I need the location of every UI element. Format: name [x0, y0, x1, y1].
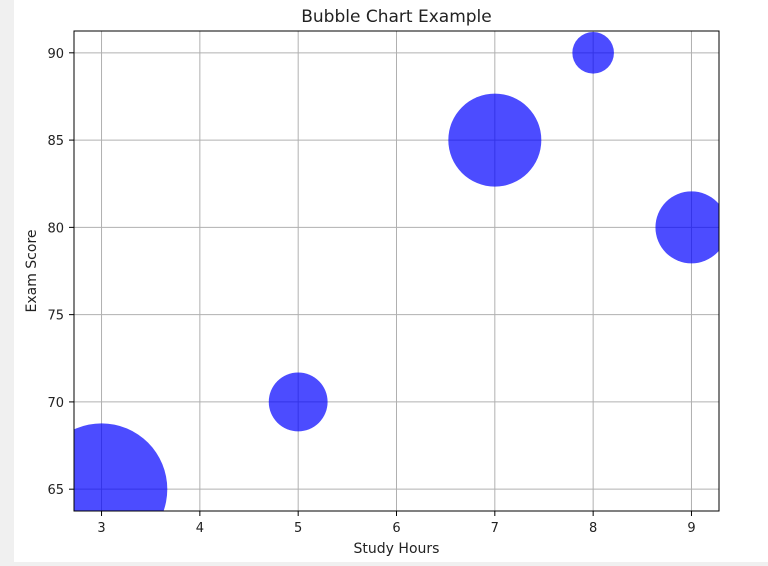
- bubble: [572, 32, 614, 74]
- x-tick-label: 6: [392, 521, 400, 536]
- x-tick-label: 3: [97, 521, 105, 536]
- bubble-chart: Bubble Chart Example 3 4 5 6 7 8 9 65 70 75 80 85 90…: [24, 7, 720, 557]
- y-tick-label: 65: [47, 483, 64, 498]
- x-axis-label: Study Hours: [354, 541, 440, 557]
- x-tick-label: 7: [491, 521, 499, 536]
- y-tick-label: 85: [47, 134, 64, 149]
- bubble: [268, 372, 328, 432]
- x-tick-label: 4: [196, 521, 204, 536]
- x-tick-label: 5: [294, 521, 302, 536]
- x-tick-label: 8: [589, 521, 597, 536]
- bubble-layer: [74, 32, 719, 511]
- y-tick-label: 70: [47, 396, 64, 411]
- bubble: [655, 191, 719, 264]
- x-tick-label: 9: [687, 521, 695, 536]
- chart-title: Bubble Chart Example: [301, 7, 491, 27]
- y-tick-label: 80: [47, 221, 64, 236]
- axes-layer: 3 4 5 6 7 8 9 65 70 75 80 85 90: [47, 30, 720, 536]
- y-axis-label: Exam Score: [24, 229, 40, 312]
- y-tick-label: 90: [47, 47, 64, 62]
- figure-canvas: Bubble Chart Example 3 4 5 6 7 8 9 65 70 75 80 85 90…: [14, 0, 768, 562]
- bubble: [448, 93, 542, 187]
- y-tick-label: 75: [47, 309, 64, 324]
- grid-layer: [74, 31, 719, 511]
- bubble: [74, 423, 168, 511]
